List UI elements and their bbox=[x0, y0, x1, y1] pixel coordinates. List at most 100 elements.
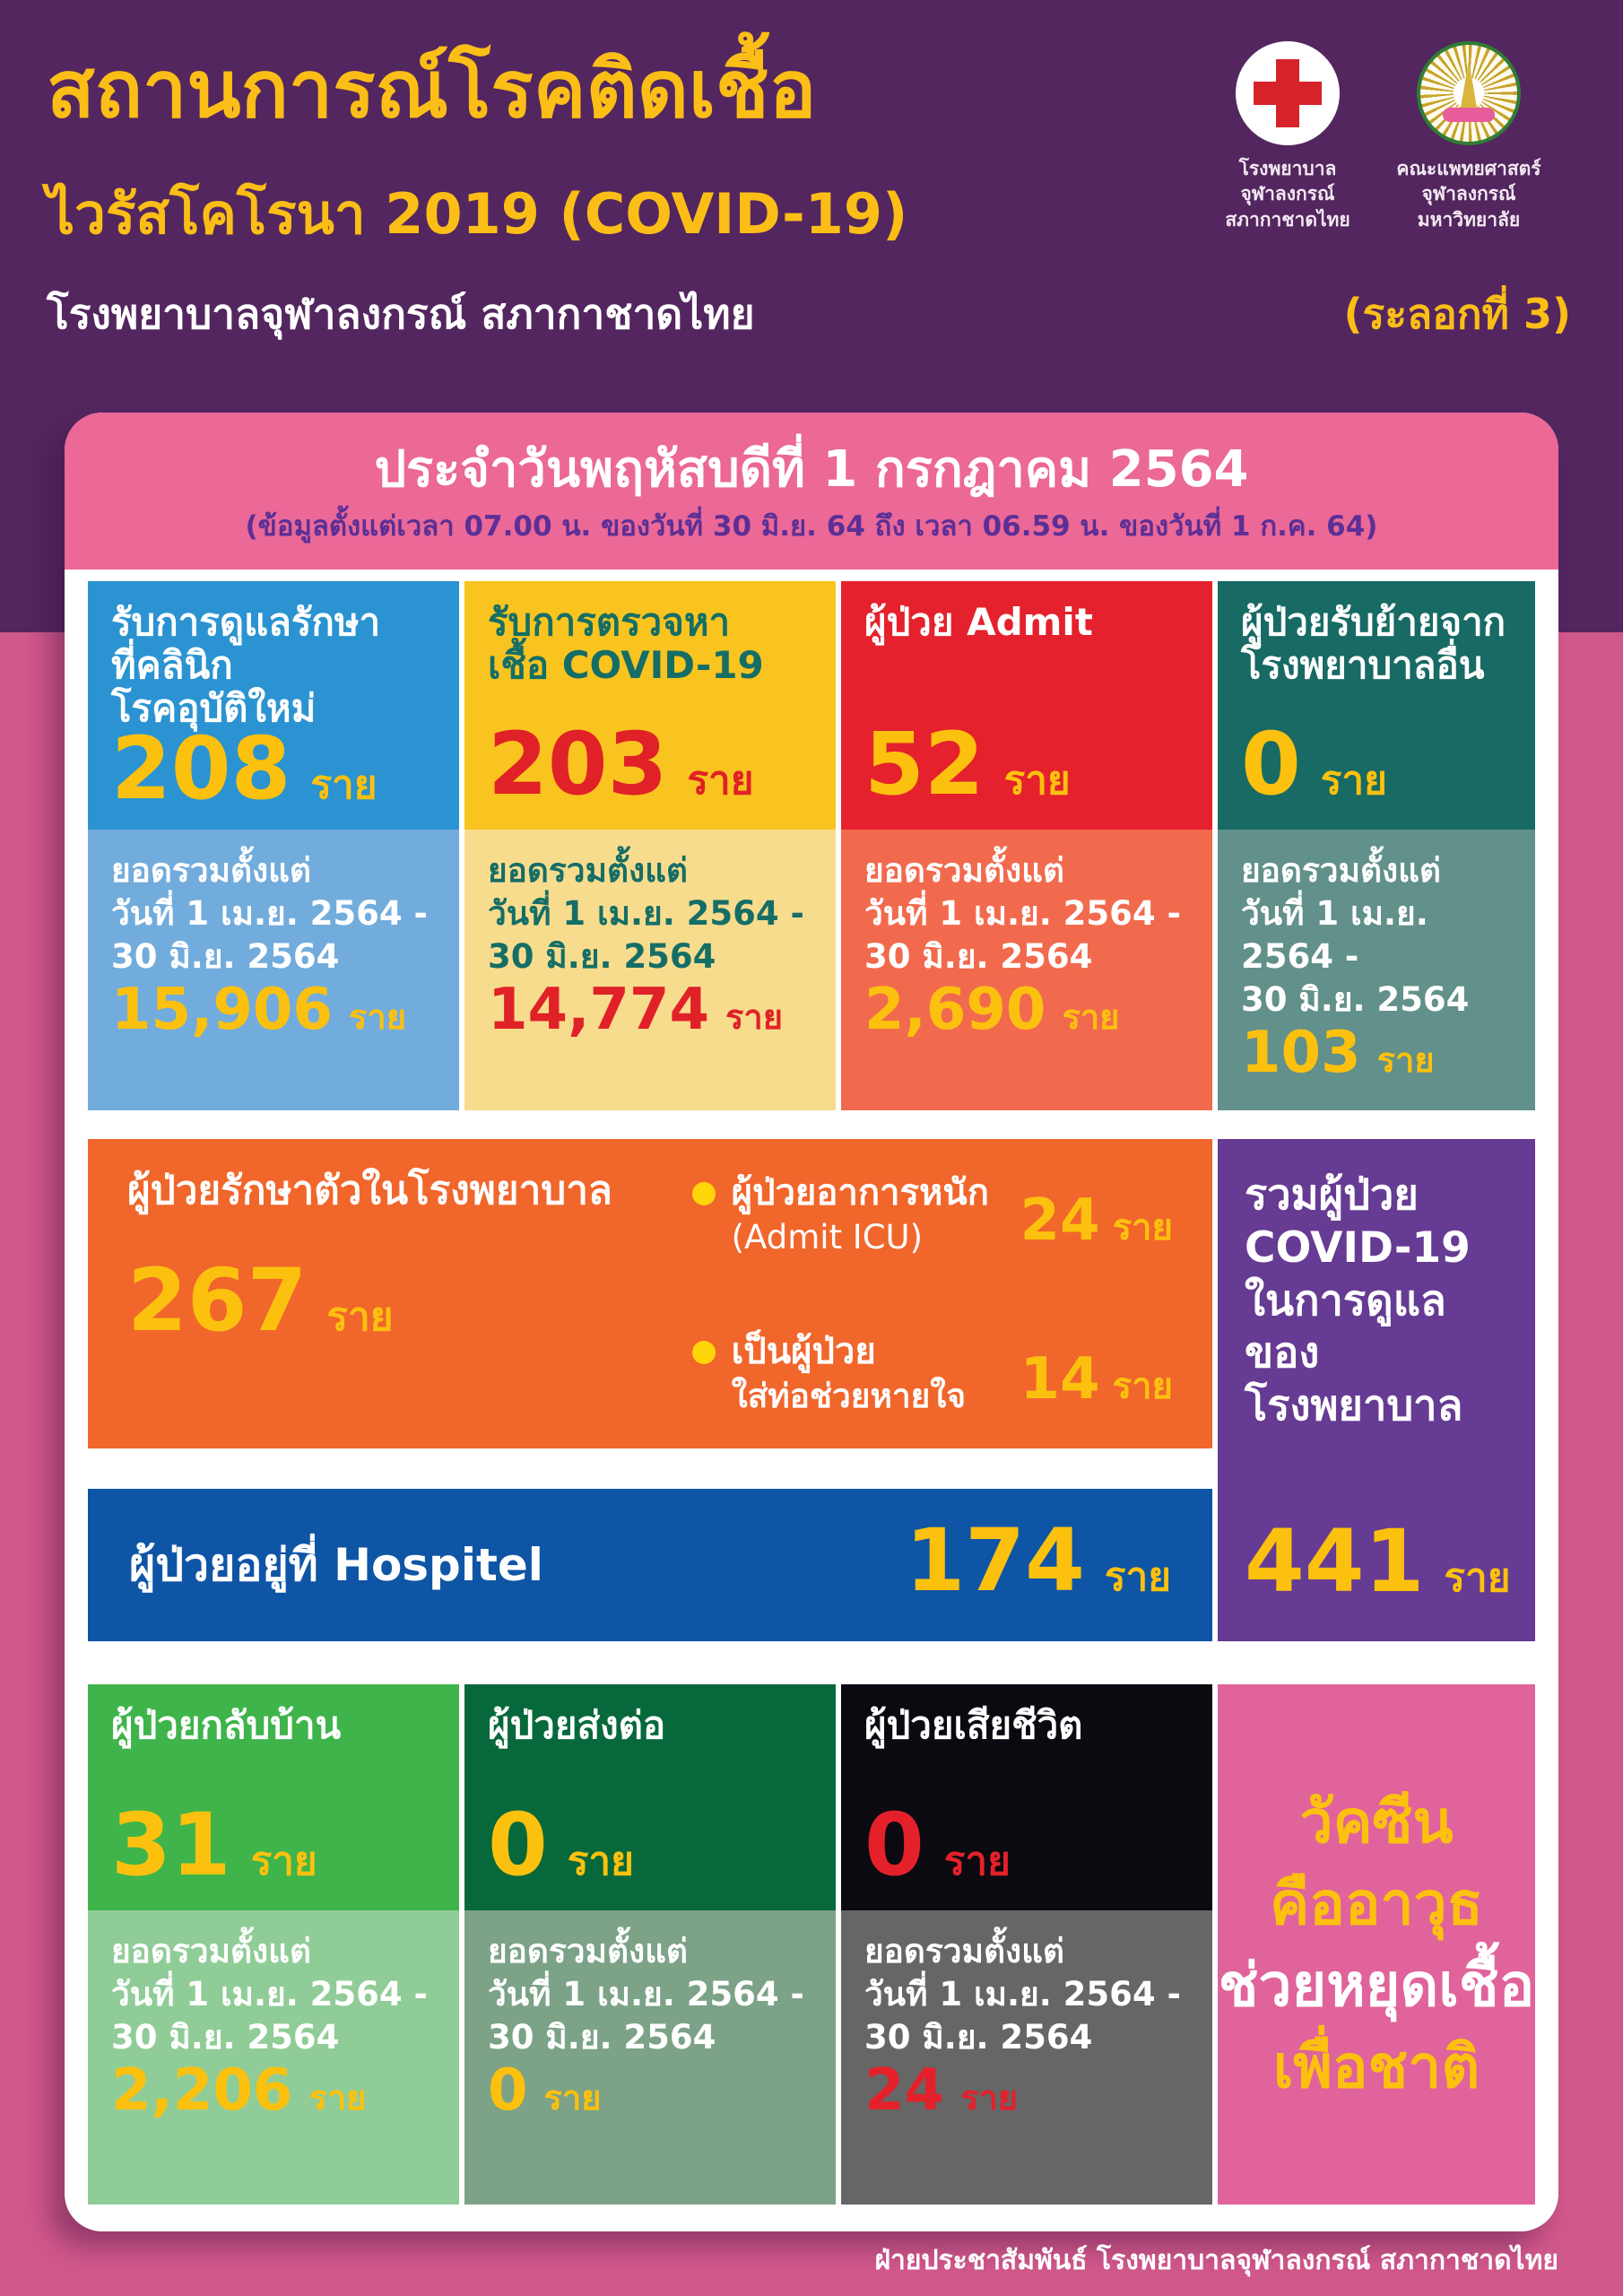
unit-label: ราย bbox=[1112, 1207, 1173, 1249]
stat-row-2-left: ผู้ป่วยรักษาตัวในโรงพยาบาล 267 ราย ผู้ป่… bbox=[88, 1139, 1212, 1641]
unit-label: ราย bbox=[943, 1839, 1011, 1884]
daily-value: 52 bbox=[864, 714, 985, 814]
bullet-value-row: 14 ราย bbox=[1020, 1351, 1173, 1414]
inpatients-summary: ผู้ป่วยรักษาตัวในโรงพยาบาล 267 ราย bbox=[127, 1168, 692, 1425]
card-cumulative-section: ยอดรวมตั้งแต่ วันที่ 1 เม.ย. 2564 - 30 ม… bbox=[1218, 830, 1535, 1110]
bullet-value: 14 bbox=[1020, 1346, 1100, 1413]
unit-label: ราย bbox=[567, 1839, 634, 1884]
bullet-severe-icu: ผู้ป่วยอาการหนัก (Admit ICU) 24 ราย bbox=[691, 1170, 1173, 1259]
cumulative-label: ยอดรวมตั้งแต่ วันที่ 1 เม.ย. 2564 - 30 ม… bbox=[864, 1932, 1181, 2057]
cumulative-value-row: 0 ราย bbox=[488, 2061, 812, 2125]
inpatients-value-row: 267 ราย bbox=[127, 1249, 692, 1351]
bullet-dot-icon bbox=[691, 1182, 716, 1205]
bullet-value: 24 bbox=[1020, 1187, 1100, 1255]
cumulative-label: ยอดรวมตั้งแต่ วันที่ 1 เม.ย. 2564 - 30 ม… bbox=[864, 851, 1181, 977]
card-cumulative-section: ยอดรวมตั้งแต่ วันที่ 1 เม.ย. 2564 - 30 ม… bbox=[464, 830, 836, 1110]
inpatients-detail: ผู้ป่วยอาการหนัก (Admit ICU) 24 ราย bbox=[691, 1168, 1173, 1425]
vaccine-message-line: เพื่อชาติ bbox=[1272, 2032, 1480, 2102]
daily-value-row: 0 ราย bbox=[1241, 721, 1512, 812]
card-top-section: รับการตรวจหา เชื้อ COVID-19 203 ราย bbox=[464, 581, 836, 830]
unit-label: ราย bbox=[250, 1839, 317, 1884]
cumulative-value-row: 2,690 ราย bbox=[864, 980, 1189, 1044]
footer-credit: ฝ่ายประชาสัมพันธ์ โรงพยาบาลจุฬาลงกรณ์ สภ… bbox=[874, 2245, 1558, 2276]
unit-label: ราย bbox=[687, 758, 754, 804]
unit-label: ราย bbox=[1320, 758, 1387, 804]
card-title: รับการตรวจหา เชื้อ COVID-19 bbox=[488, 600, 764, 687]
card-title: ผู้ป่วยรับย้ายจาก โรงพยาบาลอื่น bbox=[1241, 600, 1506, 687]
card-title: ผู้ป่วย Admit bbox=[864, 600, 1093, 644]
cumulative-label: ยอดรวมตั้งแต่ วันที่ 1 เม.ย. 2564 - 30 ม… bbox=[488, 1932, 804, 2057]
card-top-section: ผู้ป่วยรับย้ายจาก โรงพยาบาลอื่น 0 ราย bbox=[1218, 581, 1535, 830]
card-top-section: ผู้ป่วยเสียชีวิต 0 ราย bbox=[841, 1684, 1212, 1910]
cumulative-label: ยอดรวมตั้งแต่ วันที่ 1 เม.ย. 2564 - 30 ม… bbox=[111, 851, 428, 977]
unit-label: ราย bbox=[308, 2078, 367, 2118]
unit-label: ราย bbox=[1003, 758, 1071, 804]
card-covid-testing: รับการตรวจหา เชื้อ COVID-19 203 ราย ยอดร… bbox=[464, 581, 836, 1110]
bullet-line2: ใส่ท่อช่วยหายใจ bbox=[731, 1376, 967, 1415]
bullet-intubated: เป็นผู้ป่วย ใส่ท่อช่วยหายใจ 14 ราย bbox=[691, 1328, 1173, 1418]
unit-label: ราย bbox=[310, 761, 378, 808]
inpatients-title: ผู้ป่วยรักษาตัวในโรงพยาบาล bbox=[127, 1168, 612, 1213]
card-top-section: รับการดูแลรักษา ที่คลินิก โรคอุบัติใหม่ … bbox=[88, 581, 459, 830]
bullet-line1: เป็นผู้ป่วย bbox=[731, 1330, 876, 1372]
bar-hospitel: ผู้ป่วยอยู่ที่ Hospitel 174 ราย bbox=[88, 1489, 1212, 1641]
vaccine-message-line: วัคซีน bbox=[1299, 1787, 1454, 1857]
card-vaccine-message: วัคซีน คืออาวุธ ช่วยหยุดเชื้อ เพื่อชาติ bbox=[1218, 1684, 1535, 2205]
card-cumulative-section: ยอดรวมตั้งแต่ วันที่ 1 เม.ย. 2564 - 30 ม… bbox=[841, 1910, 1212, 2205]
card-discharged-home: ผู้ป่วยกลับบ้าน 31 ราย ยอดรวมตั้งแต่ วัน… bbox=[88, 1684, 459, 2205]
daily-value: 208 bbox=[111, 718, 291, 819]
daily-value-row: 208 ราย bbox=[111, 718, 436, 819]
cumulative-value-row: 14,774 ราย bbox=[488, 980, 812, 1044]
red-cross-logo: โรงพยาบาลจุฬาลงกรณ์ สภากาชาดไทย bbox=[1212, 41, 1363, 232]
card-cumulative-section: ยอดรวมตั้งแต่ วันที่ 1 เม.ย. 2564 - 30 ม… bbox=[464, 1910, 836, 2205]
total-title: รวมผู้ป่วย COVID-19 ในการดูแลของ โรงพยาบ… bbox=[1245, 1170, 1471, 1431]
stat-row-2: ผู้ป่วยรักษาตัวในโรงพยาบาล 267 ราย ผู้ป่… bbox=[88, 1139, 1535, 1641]
cumulative-label: ยอดรวมตั้งแต่ วันที่ 1 เม.ย. 2564 - 30 ม… bbox=[488, 851, 804, 977]
cumulative-value: 103 bbox=[1241, 1020, 1361, 1087]
unit-label: ราย bbox=[1104, 1554, 1171, 1600]
bullet-text: ผู้ป่วยอาการหนัก (Admit ICU) bbox=[732, 1170, 1004, 1259]
bullet-line2: (Admit ICU) bbox=[731, 1218, 924, 1257]
daily-value-row: 52 ราย bbox=[864, 714, 1189, 814]
daily-value: 203 bbox=[488, 714, 668, 814]
stat-row-1: รับการดูแลรักษา ที่คลินิก โรคอุบัติใหม่ … bbox=[88, 581, 1535, 1110]
unit-label: ราย bbox=[1112, 1366, 1173, 1407]
unit-label: ราย bbox=[543, 2078, 602, 2118]
total-value: 441 bbox=[1245, 1511, 1425, 1612]
card-total-covid-patients: รวมผู้ป่วย COVID-19 ในการดูแลของ โรงพยาบ… bbox=[1218, 1139, 1535, 1641]
bullet-dot-icon bbox=[691, 1340, 716, 1364]
cumulative-label: ยอดรวมตั้งแต่ วันที่ 1 เม.ย. 2564 - 30 ม… bbox=[111, 1932, 428, 2057]
report-card: ประจำวันพฤหัสบดีที่ 1 กรกฎาคม 2564 (ข้อม… bbox=[65, 413, 1558, 2231]
cumulative-value: 2,206 bbox=[111, 2057, 293, 2125]
red-cross-logo-caption: โรงพยาบาลจุฬาลงกรณ์ สภากาชาดไทย bbox=[1225, 158, 1350, 230]
cumulative-value-row: 24 ราย bbox=[864, 2061, 1189, 2125]
daily-value-row: 203 ราย bbox=[488, 714, 812, 814]
cumulative-value: 15,906 bbox=[111, 977, 333, 1044]
faculty-of-medicine-emblem-icon bbox=[1417, 41, 1521, 145]
daily-value: 0 bbox=[864, 1795, 924, 1895]
daily-value-row: 0 ราย bbox=[488, 1795, 812, 1895]
date-title: ประจำวันพฤหัสบดีที่ 1 กรกฎาคม 2564 bbox=[374, 439, 1249, 499]
cumulative-value: 0 bbox=[488, 2057, 528, 2125]
daily-value-row: 0 ราย bbox=[864, 1795, 1189, 1895]
daily-value: 0 bbox=[488, 1795, 548, 1895]
card-admitted-patients: ผู้ป่วย Admit 52 ราย ยอดรวมตั้งแต่ วันที… bbox=[841, 581, 1212, 1110]
red-cross-icon bbox=[1236, 41, 1340, 145]
card-title: ผู้ป่วยกลับบ้าน bbox=[111, 1703, 342, 1747]
unit-label: ราย bbox=[1062, 997, 1120, 1038]
page-title-line1: สถานการณ์โรคติดเชื้อ bbox=[47, 43, 817, 135]
card-top-section: ผู้ป่วยส่งต่อ 0 ราย bbox=[464, 1684, 836, 1910]
inpatients-value: 267 bbox=[127, 1249, 308, 1351]
bullet-text: เป็นผู้ป่วย ใส่ท่อช่วยหายใจ bbox=[732, 1328, 1004, 1418]
card-referred-out: ผู้ป่วยส่งต่อ 0 ราย ยอดรวมตั้งแต่ วันที่… bbox=[464, 1684, 836, 2205]
daily-value: 31 bbox=[111, 1795, 231, 1895]
cumulative-value-row: 15,906 ราย bbox=[111, 980, 436, 1044]
card-title: ผู้ป่วยส่งต่อ bbox=[488, 1703, 666, 1747]
faculty-of-medicine-logo: คณะแพทยศาสตร์ จุฬาลงกรณ์มหาวิทยาลัย bbox=[1393, 41, 1544, 232]
hospitel-label: ผู้ป่วยอยู่ที่ Hospitel bbox=[129, 1538, 543, 1591]
card-deaths: ผู้ป่วยเสียชีวิต 0 ราย ยอดรวมตั้งแต่ วัน… bbox=[841, 1684, 1212, 2205]
unit-label: ราย bbox=[326, 1293, 394, 1340]
card-cumulative-section: ยอดรวมตั้งแต่ วันที่ 1 เม.ย. 2564 - 30 ม… bbox=[88, 1910, 459, 2205]
cumulative-value: 14,774 bbox=[488, 977, 709, 1044]
